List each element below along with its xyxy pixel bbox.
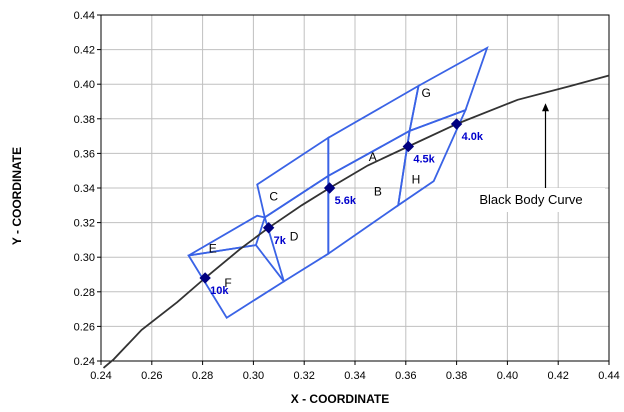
region-d-outline [263,174,330,283]
region-f-label: F [224,276,231,290]
annotation-box [457,188,605,212]
x-tick-label: 0.32 [293,370,314,382]
region-b-label: B [374,184,382,198]
region-d-label: D [290,229,299,243]
cct-point-5.6k [323,182,336,194]
y-tick-label: 0.30 [74,252,95,264]
x-tick-label: 0.34 [344,370,365,382]
region-e-label: E [209,242,217,256]
black-body-curve-layer [102,74,610,369]
annotation: Black Body Curve [457,103,605,212]
x-tick-label: 0.28 [192,370,213,382]
x-tick-label: 0.30 [243,370,264,382]
cct-point-10k [199,272,211,284]
annotation-arrow-head [542,103,549,112]
plot-frame [97,14,610,365]
y-tick-label: 0.42 [74,45,95,57]
y-tick-label: 0.40 [74,79,95,91]
y-tick-label: 0.34 [74,183,95,195]
cct-point-label: 4.5k [413,153,435,165]
cct-point-4.0k [450,118,463,130]
x-tick-label: 0.24 [90,370,111,382]
x-tick-label: 0.44 [598,370,619,382]
x-tick-label: 0.26 [141,370,162,382]
region-a-label: A [369,150,377,164]
x-tick-labels: 0.24 0.26 0.28 0.30 0.32 0.34 0.36 0.38 0.40 0.42… [90,370,619,382]
y-tick-label: 0.36 [74,148,95,160]
black-body-curve-line [102,74,610,369]
x-axis-title: X - COORDINATE [291,392,389,406]
cct-point-7k [262,222,275,234]
x-tick-label: 0.36 [395,370,416,382]
region-h-label: H [412,172,421,186]
y-tick-label: 0.24 [74,356,95,368]
y-tick-label: 0.28 [74,287,95,299]
region-h-outline [396,108,468,208]
region-c-outline [256,136,330,219]
annotation-text: Black Body Curve [479,192,582,207]
cct-point-label: 5.6k [335,195,357,207]
x-tick-label: 0.40 [497,370,518,382]
region-polygons: A B C D E F G H [187,45,489,319]
x-tick-label: 0.42 [547,370,568,382]
y-tick-label: 0.32 [74,218,95,230]
plot-border [100,14,610,362]
cct-points: 10k 7k 5.6k 4.5k 4.0k [199,118,484,297]
region-g-label: G [421,86,430,100]
y-tick-labels: 0.24 0.26 0.28 0.30 0.32 0.34 0.36 0.38 0.40 0.42… [74,10,95,368]
cct-point-label: 10k [210,285,229,297]
region-c-label: C [269,190,278,204]
y-axis-title: Y - COORDINATE [10,147,24,245]
cct-point-label: 4.0k [462,131,484,143]
x-tick-label: 0.38 [446,370,467,382]
cct-point-4.5k [402,140,415,153]
y-tick-label: 0.44 [74,10,95,22]
y-tick-label: 0.38 [74,114,95,126]
cct-point-label: 7k [274,235,287,247]
region-f-outline [187,244,286,319]
y-tick-label: 0.26 [74,321,95,333]
